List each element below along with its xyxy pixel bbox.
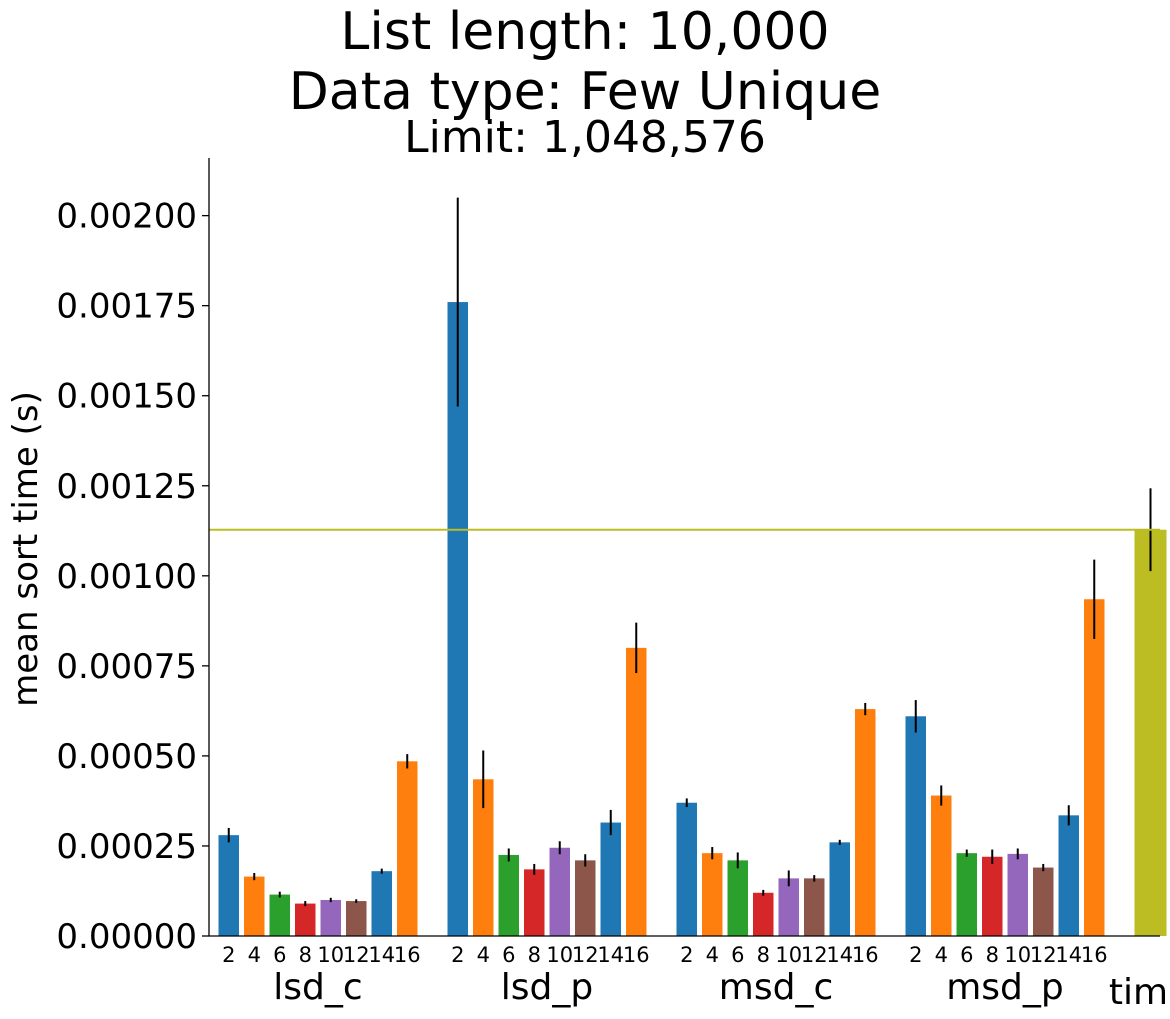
bar-msd_c-8 <box>753 892 774 936</box>
bar-lsd_c-2 <box>218 835 239 936</box>
y-tick-label-0.00025: 0.00025 <box>56 827 197 867</box>
bucket-tick-label-lsd_c-16: 16 <box>394 943 421 967</box>
bar-msd_p-8 <box>982 856 1003 936</box>
bucket-tick-label-lsd_p-12: 12 <box>572 943 599 967</box>
y-tick-label-0.00100: 0.00100 <box>56 557 197 597</box>
bucket-tick-label-msd_c-2: 2 <box>680 943 693 967</box>
y-tick-label-0.00000: 0.00000 <box>56 917 197 957</box>
bar-lsd_p-6 <box>498 854 519 936</box>
bar-msd_p-14 <box>1058 815 1079 936</box>
bucket-tick-label-lsd_p-4: 4 <box>477 943 490 967</box>
bucket-tick-label-msd_p-12: 12 <box>1030 943 1057 967</box>
bucket-tick-label-lsd_c-8: 8 <box>299 943 312 967</box>
bar-msd_p-16 <box>1084 599 1105 936</box>
bar-msd_c-10 <box>778 878 799 936</box>
bar-msd_c-16 <box>855 709 876 936</box>
bar-lsd_c-4 <box>244 876 265 936</box>
bar-msd_c-2 <box>676 802 697 936</box>
bucket-tick-label-msd_p-4: 4 <box>935 943 948 967</box>
bar-lsd_p-2 <box>447 302 468 936</box>
bucket-tick-label-msd_c-16: 16 <box>852 943 879 967</box>
bar-msd_c-4 <box>702 853 723 936</box>
bucket-tick-label-msd_c-6: 6 <box>731 943 744 967</box>
group-label-msd_c: msd_c <box>719 967 833 1008</box>
bar-lsd_p-12 <box>575 860 596 936</box>
bar-lsd_p-16 <box>626 647 647 936</box>
bar-msd_p-2 <box>905 716 926 936</box>
y-tick-label-0.00125: 0.00125 <box>56 467 197 507</box>
bar-lsd_c-16 <box>397 761 418 936</box>
y-axis-label: mean sort time (s) <box>6 391 46 707</box>
bar-lsd_c-6 <box>269 894 290 936</box>
bar-msd_p-4 <box>931 795 952 936</box>
bucket-tick-label-msd_p-2: 2 <box>909 943 922 967</box>
group-label-tim: tim <box>1109 972 1168 1013</box>
group-label-lsd_p: lsd_p <box>501 967 593 1008</box>
bucket-tick-label-lsd_p-10: 10 <box>546 943 573 967</box>
bucket-tick-label-msd_c-4: 4 <box>706 943 719 967</box>
bucket-tick-label-lsd_p-8: 8 <box>528 943 541 967</box>
bucket-tick-label-lsd_p-14: 14 <box>597 943 624 967</box>
y-tick-label-0.00075: 0.00075 <box>56 647 197 687</box>
bucket-tick-label-msd_c-10: 10 <box>775 943 802 967</box>
group-label-msd_p: msd_p <box>946 967 1064 1008</box>
bar-lsd_c-8 <box>295 903 316 936</box>
bar-tim-value <box>1134 529 1167 936</box>
bucket-tick-label-lsd_p-16: 16 <box>623 943 650 967</box>
bar-lsd_c-14 <box>371 871 392 936</box>
bucket-tick-label-lsd_c-10: 10 <box>317 943 344 967</box>
bucket-tick-label-msd_p-10: 10 <box>1004 943 1031 967</box>
bar-lsd_p-8 <box>524 869 545 936</box>
chart-subtitle-limit: Limit: 1,048,576 <box>404 112 766 163</box>
bucket-tick-label-msd_p-6: 6 <box>960 943 973 967</box>
bucket-tick-label-msd_p-8: 8 <box>986 943 999 967</box>
bar-lsd_p-10 <box>549 847 570 936</box>
chart-title: List length: 10,000 <box>340 2 830 62</box>
bucket-tick-label-msd_c-8: 8 <box>757 943 770 967</box>
bar-msd_p-6 <box>956 853 977 936</box>
y-tick-label-0.00150: 0.00150 <box>56 377 197 417</box>
bucket-tick-label-msd_p-14: 14 <box>1055 943 1082 967</box>
bar-msd_c-12 <box>804 878 825 936</box>
bucket-tick-label-lsd_c-4: 4 <box>248 943 261 967</box>
y-tick-label-0.00175: 0.00175 <box>56 287 197 327</box>
group-label-lsd_c: lsd_c <box>273 967 362 1008</box>
y-tick-label-0.00200: 0.00200 <box>56 197 197 237</box>
bar-lsd_c-10 <box>320 899 341 936</box>
bar-msd_c-6 <box>727 860 748 936</box>
bucket-tick-label-lsd_c-14: 14 <box>368 943 395 967</box>
bucket-tick-label-msd_c-14: 14 <box>826 943 853 967</box>
bucket-tick-label-msd_c-12: 12 <box>801 943 828 967</box>
bar-lsd_c-12 <box>346 901 367 936</box>
chart-subtitle: Data type: Few Unique <box>288 62 882 122</box>
bar-lsd_p-4 <box>473 779 494 936</box>
bucket-tick-label-msd_p-16: 16 <box>1081 943 1108 967</box>
bucket-tick-label-lsd_c-12: 12 <box>343 943 370 967</box>
bar-msd_p-12 <box>1033 867 1054 936</box>
bar-msd_p-10 <box>1007 853 1028 936</box>
bar-lsd_p-14 <box>600 822 621 936</box>
bar-msd_c-14 <box>829 842 850 936</box>
bucket-tick-label-lsd_c-6: 6 <box>273 943 286 967</box>
bucket-tick-label-lsd_p-6: 6 <box>502 943 515 967</box>
bucket-tick-label-lsd_c-2: 2 <box>222 943 235 967</box>
bucket-tick-label-lsd_p-2: 2 <box>451 943 464 967</box>
y-tick-label-0.00050: 0.00050 <box>56 737 197 777</box>
